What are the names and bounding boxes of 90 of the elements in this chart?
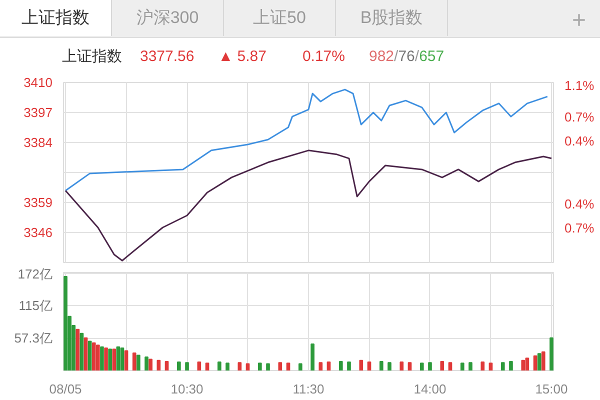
y-tick-label: 3359 [24, 195, 52, 210]
text: 3377.56 [140, 48, 194, 65]
y-tick-label: 172亿 [18, 266, 53, 282]
bar [440, 360, 444, 370]
y-tick-label: 3397 [24, 105, 52, 120]
bar [266, 363, 270, 370]
bar [500, 362, 505, 370]
bar [388, 362, 392, 370]
bar [537, 353, 542, 370]
bar [226, 362, 230, 370]
y2-tick-label: 0.7% [564, 220, 595, 236]
bar [120, 347, 124, 370]
bar [108, 348, 112, 370]
bar [480, 362, 485, 370]
bar [205, 362, 210, 370]
bar [148, 358, 152, 370]
x-tick-label: 11:30 [292, 382, 324, 396]
y-tick-label: 3410 [24, 75, 52, 90]
y-tick-label: 57.3亿 [14, 330, 53, 346]
bar [541, 351, 546, 370]
bar [104, 347, 108, 370]
bar [185, 362, 189, 370]
y-tick-label: 3346 [24, 224, 52, 240]
bar [258, 362, 262, 370]
bar [521, 360, 526, 370]
bar [76, 328, 80, 370]
bar [238, 362, 242, 370]
bar [278, 362, 282, 370]
text: 982/76/657 [369, 48, 444, 65]
bar [326, 362, 331, 370]
line-series [64, 88, 548, 192]
text: 0.17% [302, 48, 345, 65]
line-series [64, 150, 552, 262]
bar [448, 362, 452, 370]
bar [197, 362, 202, 370]
bar [64, 276, 68, 370]
bar [408, 362, 412, 370]
bar [509, 360, 513, 370]
bar [96, 344, 100, 370]
bar [318, 362, 323, 370]
text: 上证50 [224, 0, 336, 36]
bar [246, 363, 250, 370]
x-tick-label: 08/05 [49, 382, 82, 396]
bar [112, 348, 116, 370]
y-tick-label: 3384 [24, 135, 52, 150]
chart-title: 上证指数 [62, 48, 122, 65]
bar [347, 362, 351, 370]
bar [420, 362, 424, 370]
bar [156, 360, 161, 370]
bar [124, 350, 128, 370]
bar [100, 346, 104, 370]
bar [488, 362, 493, 370]
bar [84, 337, 88, 370]
x-tick-label: 15:00 [535, 382, 568, 396]
bar [428, 362, 432, 370]
text: ▲ 5.87 [218, 48, 266, 65]
y2-tick-label: 0.4% [564, 196, 595, 212]
y-tick-label: 115亿 [18, 298, 53, 314]
x-tick-label: 14:00 [414, 382, 446, 396]
x-tick-label: 10:30 [170, 382, 204, 396]
bar [533, 355, 538, 370]
bar [310, 344, 314, 370]
bar [525, 358, 530, 370]
bar [176, 362, 181, 370]
text: 沪深300 [112, 0, 224, 36]
bar [116, 346, 120, 370]
bar [136, 354, 140, 370]
bar [468, 362, 472, 370]
y2-tick-label: 0.4% [564, 133, 595, 148]
bar [379, 360, 384, 370]
bar [132, 352, 136, 370]
bar [550, 337, 554, 370]
text: 上证指数 [0, 0, 112, 36]
bar [359, 360, 364, 370]
bar [80, 332, 84, 370]
text: B股指数 [336, 0, 448, 36]
bar [217, 362, 222, 370]
text: + [572, 6, 586, 36]
bar [338, 360, 343, 370]
bar [92, 342, 96, 370]
bar [164, 360, 169, 370]
bar [400, 362, 404, 370]
y2-tick-label: 1.1% [564, 78, 595, 93]
bar [298, 363, 302, 370]
bar [144, 356, 148, 370]
bar [460, 362, 464, 370]
bar [88, 340, 92, 370]
y2-tick-label: 0.7% [564, 109, 595, 124]
bar [367, 362, 372, 370]
bar [286, 362, 290, 370]
